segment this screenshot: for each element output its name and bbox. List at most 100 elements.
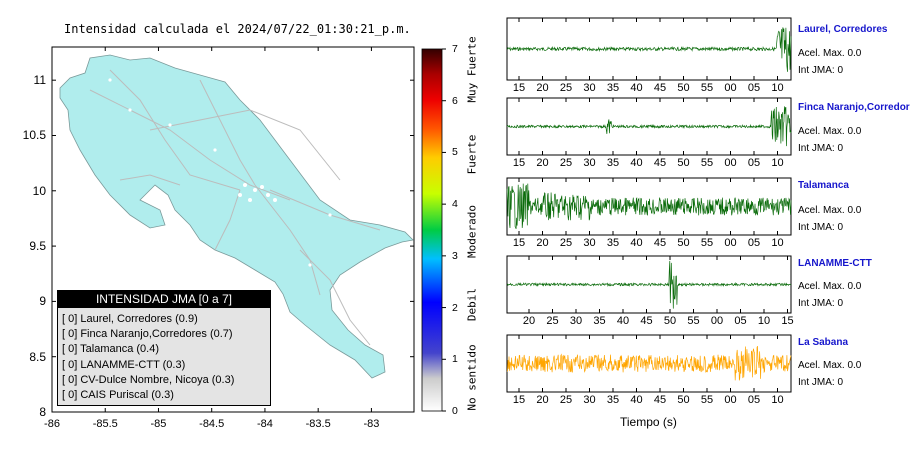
time-tick-label: 35 bbox=[606, 82, 620, 94]
time-tick-label: 05 bbox=[747, 157, 761, 169]
time-tick-label: 40 bbox=[630, 157, 643, 169]
road-network bbox=[89, 69, 381, 346]
colorbar-category-label: No sentido bbox=[465, 344, 479, 411]
x-tick-label: -83 bbox=[363, 418, 380, 430]
x-tick-label: -85 bbox=[150, 418, 167, 430]
colorbar-category-label: Moderado bbox=[465, 205, 479, 258]
time-tick-label: 40 bbox=[630, 82, 643, 94]
time-tick-label: 45 bbox=[653, 237, 667, 249]
time-tick-label: 45 bbox=[653, 82, 667, 94]
time-tick-label: 50 bbox=[677, 237, 690, 249]
colorbar-tick-label: 1 bbox=[452, 353, 458, 366]
y-tick-label: 10 bbox=[32, 183, 46, 198]
colorbar-tick-label: 6 bbox=[452, 94, 458, 107]
station-acel: Acel. Max. 0.0 bbox=[798, 281, 862, 292]
time-tick-label: 35 bbox=[593, 315, 606, 327]
time-tick-label: 35 bbox=[606, 157, 620, 169]
station-acel: Acel. Max. 0.0 bbox=[798, 48, 862, 59]
station-name: Talamanca bbox=[798, 180, 849, 191]
time-tick-label: 45 bbox=[653, 394, 667, 406]
time-tick-label: 40 bbox=[630, 394, 643, 406]
x-tick-label: -85.5 bbox=[92, 418, 118, 430]
colorbar-tick-label: 3 bbox=[452, 249, 458, 262]
time-tick-label: 00 bbox=[724, 82, 737, 94]
colorbar-tick-label: 2 bbox=[452, 301, 458, 314]
time-tick-label: 20 bbox=[536, 394, 549, 406]
legend-item: [ 0] Talamanca (0.4) bbox=[62, 343, 160, 356]
time-tick-label: 50 bbox=[677, 394, 690, 406]
time-tick-label: 15 bbox=[512, 394, 526, 406]
colorbar-tick-label: 4 bbox=[452, 198, 458, 211]
time-tick-label: 00 bbox=[724, 157, 737, 169]
waveform-trace bbox=[506, 27, 792, 72]
time-tick-label: 15 bbox=[781, 315, 794, 327]
town-markers bbox=[108, 78, 347, 322]
time-tick-label: 10 bbox=[771, 237, 784, 249]
time-tick-label: 55 bbox=[687, 315, 700, 327]
legend-item: [ 0] CAIS Puriscal (0.3) bbox=[62, 389, 174, 402]
time-tick-label: 15 bbox=[512, 237, 526, 249]
time-tick-label: 00 bbox=[724, 394, 737, 406]
colorbar bbox=[421, 48, 443, 412]
time-tick-label: 05 bbox=[747, 237, 761, 249]
colorbar-category-label: Muy Fuerte bbox=[465, 36, 479, 103]
time-tick-label: 40 bbox=[630, 237, 643, 249]
legend-item: [ 0] Laurel, Corredores (0.9) bbox=[62, 313, 198, 325]
colorbar-category-label: Debil bbox=[465, 287, 479, 322]
time-tick-label: 20 bbox=[536, 237, 549, 249]
time-tick-label: 20 bbox=[536, 157, 549, 169]
time-tick-label: 10 bbox=[771, 157, 784, 169]
time-tick-label: 50 bbox=[677, 82, 690, 94]
colorbar-tick-label: 7 bbox=[452, 43, 458, 55]
station-acel: Acel. Max. 0.0 bbox=[798, 205, 862, 216]
station-name: Laurel, Corredores bbox=[798, 24, 888, 35]
colorbar-tick-label: 5 bbox=[452, 146, 458, 159]
legend-title: INTENSIDAD JMA [0 a 7] bbox=[58, 291, 270, 308]
time-tick-label: 50 bbox=[677, 157, 690, 169]
time-tick-label: 45 bbox=[640, 315, 653, 327]
colorbar-tick-label: 0 bbox=[452, 405, 458, 417]
legend-list: [ 0] Laurel, Corredores (0.9) [ 0] Finca… bbox=[58, 312, 270, 403]
station-name: La Sabana bbox=[798, 337, 849, 348]
time-tick-label: 55 bbox=[700, 157, 714, 169]
time-tick-label: 10 bbox=[771, 394, 784, 406]
waveform-trace bbox=[506, 345, 792, 381]
time-tick-label: 35 bbox=[606, 394, 620, 406]
x-tick-label: -84 bbox=[256, 418, 273, 430]
time-tick-label: 30 bbox=[583, 82, 596, 94]
station-int: Int JMA: 0 bbox=[798, 65, 844, 76]
station-int: Int JMA: 0 bbox=[798, 222, 844, 233]
x-axis-label: Tiempo (s) bbox=[620, 415, 677, 429]
colorbar-category-label: Fuerte bbox=[465, 134, 479, 175]
y-tick-label: 8 bbox=[39, 405, 46, 419]
costa-rica-land bbox=[59, 54, 414, 379]
time-tick-label: 10 bbox=[757, 315, 771, 327]
map-title: Intensidad calculada el 2024/07/22_01:30… bbox=[64, 22, 411, 36]
legend-item: [ 0] CV-Dulce Nombre, Nicoya (0.3) bbox=[62, 373, 235, 386]
y-tick-label: 9.5 bbox=[29, 239, 46, 254]
time-tick-label: 25 bbox=[546, 315, 559, 327]
time-tick-label: 20 bbox=[522, 315, 536, 327]
waveform-trace bbox=[507, 260, 792, 309]
time-tick-label: 25 bbox=[559, 157, 573, 169]
station-name: LANAMME-CTT bbox=[798, 258, 872, 269]
x-tick-label: -83.5 bbox=[305, 418, 331, 430]
time-tick-label: 35 bbox=[606, 237, 620, 249]
time-tick-label: 20 bbox=[536, 82, 549, 94]
station-int: Int JMA: 0 bbox=[798, 377, 844, 388]
time-tick-label: 25 bbox=[559, 82, 573, 94]
legend-item: [ 0] Finca Naranjo,Corredores (0.7) bbox=[62, 328, 233, 341]
station-int: Int JMA: 0 bbox=[798, 298, 844, 309]
time-tick-label: 55 bbox=[700, 237, 714, 249]
time-tick-label: 05 bbox=[747, 82, 761, 94]
time-tick-label: 45 bbox=[653, 157, 667, 169]
time-tick-label: 55 bbox=[700, 394, 714, 406]
time-tick-label: 25 bbox=[559, 394, 573, 406]
time-tick-label: 30 bbox=[583, 237, 596, 249]
time-tick-label: 30 bbox=[583, 157, 596, 169]
time-tick-label: 00 bbox=[724, 237, 737, 249]
waveform-trace bbox=[506, 183, 792, 230]
legend-item: [ 0] LANAMME-CTT (0.3) bbox=[62, 358, 186, 371]
y-tick-label: 10.5 bbox=[22, 128, 46, 143]
